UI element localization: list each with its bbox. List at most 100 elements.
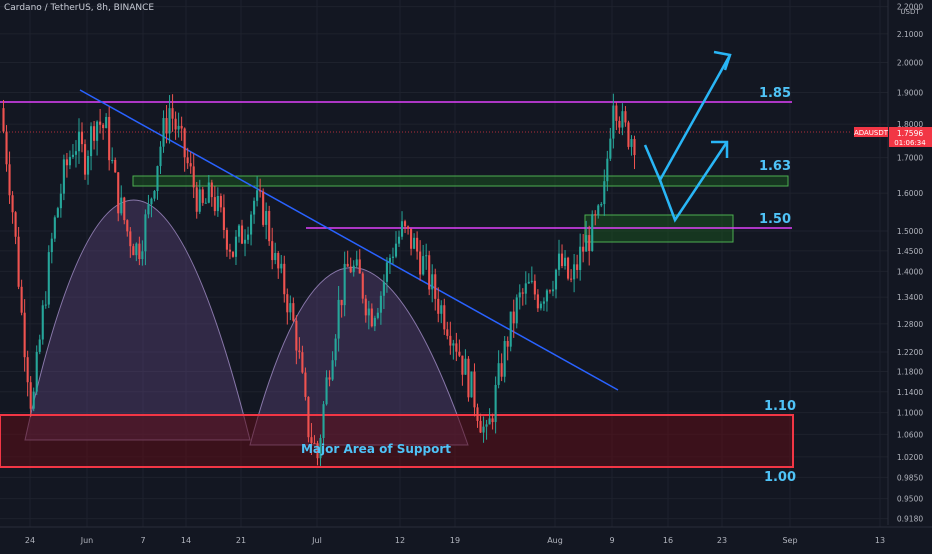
- candle-body: [503, 340, 506, 377]
- candle-body: [582, 246, 585, 252]
- price-scale[interactable]: 2.2000 2.1000 2.0000 1.9000 1.8000 1.7000 1.60…: [897, 3, 923, 524]
- candle-body: [147, 204, 150, 215]
- price-tick-label: 2.0000: [897, 58, 923, 67]
- price-tick-label: 1.3400: [897, 293, 923, 302]
- candle-body: [77, 131, 81, 152]
- support-zone[interactable]: [0, 414, 794, 468]
- candle-body: [207, 182, 210, 203]
- candle-body: [627, 122, 630, 147]
- candle-body: [594, 214, 597, 216]
- candle-body: [126, 220, 129, 232]
- candle-body: [129, 231, 132, 247]
- candle-body: [524, 283, 527, 294]
- candle-body: [600, 204, 603, 206]
- candle-body: [364, 298, 367, 316]
- candle-body: [443, 305, 446, 330]
- candle-body: [99, 121, 102, 125]
- time-tick-label: 12: [395, 536, 405, 545]
- candle-body: [518, 292, 521, 298]
- candle-body: [268, 211, 271, 242]
- candle-body: [132, 246, 135, 256]
- candle-body: [410, 228, 413, 249]
- candle-body: [144, 214, 147, 252]
- svg-text:01:06:34: 01:06:34: [894, 139, 926, 147]
- candle-body: [322, 404, 325, 438]
- candle-body: [274, 252, 277, 261]
- candle-body: [576, 264, 579, 270]
- candle-body: [506, 340, 509, 347]
- candle-body: [385, 262, 388, 282]
- price-tick-label: 1.2800: [897, 320, 923, 329]
- candle-body: [216, 196, 219, 212]
- candle-body: [479, 420, 482, 433]
- candle-body: [452, 343, 455, 346]
- candle-body: [105, 116, 108, 129]
- candle-body: [609, 138, 612, 159]
- level-label-1-63: 1.63: [759, 159, 791, 174]
- candle-body: [310, 437, 313, 443]
- price-tick-label: 2.2000: [897, 3, 923, 12]
- candle-body: [542, 301, 545, 304]
- candle-body: [461, 355, 464, 375]
- candle-body: [292, 303, 295, 321]
- candle-body: [20, 286, 23, 313]
- projection-arrows[interactable]: [643, 50, 732, 223]
- price-tick-label: 1.9000: [897, 89, 923, 98]
- candle-body: [557, 253, 561, 270]
- grid-lines: [0, 0, 888, 527]
- candle-body: [579, 246, 582, 270]
- zone-1-63[interactable]: [132, 175, 789, 187]
- candle-body: [603, 181, 606, 205]
- candle-body: [458, 351, 461, 356]
- candle-body: [473, 371, 476, 408]
- candle-body: [422, 256, 425, 275]
- candle-body: [74, 151, 78, 155]
- candle-body: [120, 197, 123, 214]
- candle-body: [189, 163, 192, 167]
- time-tick-label: 13: [875, 536, 885, 545]
- candle-body: [497, 363, 500, 385]
- candle-body: [289, 303, 292, 313]
- time-tick-label: Aug: [547, 536, 563, 545]
- candle-body: [403, 221, 407, 227]
- candle-body: [114, 159, 117, 173]
- candle-body: [485, 424, 488, 427]
- candles: [2, 93, 636, 466]
- candle-body: [494, 384, 497, 423]
- candle-body: [491, 418, 494, 423]
- candle-body: [515, 297, 518, 324]
- candle-body: [86, 156, 90, 175]
- candle-body: [47, 252, 50, 305]
- candle-body: [26, 357, 29, 383]
- candle-body: [240, 225, 244, 244]
- candle-body: [225, 230, 228, 250]
- candle-body: [17, 236, 20, 287]
- candle-body: [135, 243, 138, 256]
- price-tick-label: 1.7000: [897, 154, 923, 163]
- candle-body: [476, 407, 479, 421]
- candle-body: [361, 273, 364, 299]
- candle-body: [231, 251, 235, 257]
- candle-body: [71, 154, 75, 157]
- candle-body: [597, 205, 600, 216]
- candle-body: [243, 239, 247, 244]
- candle-body: [117, 172, 120, 214]
- candle-body: [44, 304, 47, 306]
- current-price-tag: ADAUSDT 1.7596 01:06:34: [854, 127, 932, 147]
- candle-body: [204, 202, 207, 204]
- candle-body: [630, 139, 633, 147]
- candle-body: [633, 139, 636, 156]
- candle-body: [588, 235, 591, 251]
- candle-body: [5, 131, 8, 165]
- candle-body: [150, 198, 153, 205]
- candle-body: [174, 118, 177, 130]
- candle-body: [397, 236, 401, 244]
- candle-body: [606, 158, 609, 182]
- candle-body: [394, 243, 398, 257]
- time-scale[interactable]: 24 Jun 7 14 21 Jul 12 19 Aug 9 16 23 Sep 13: [25, 536, 885, 545]
- candle-body: [234, 236, 238, 257]
- candle-body: [14, 212, 17, 237]
- candle-body: [301, 352, 304, 373]
